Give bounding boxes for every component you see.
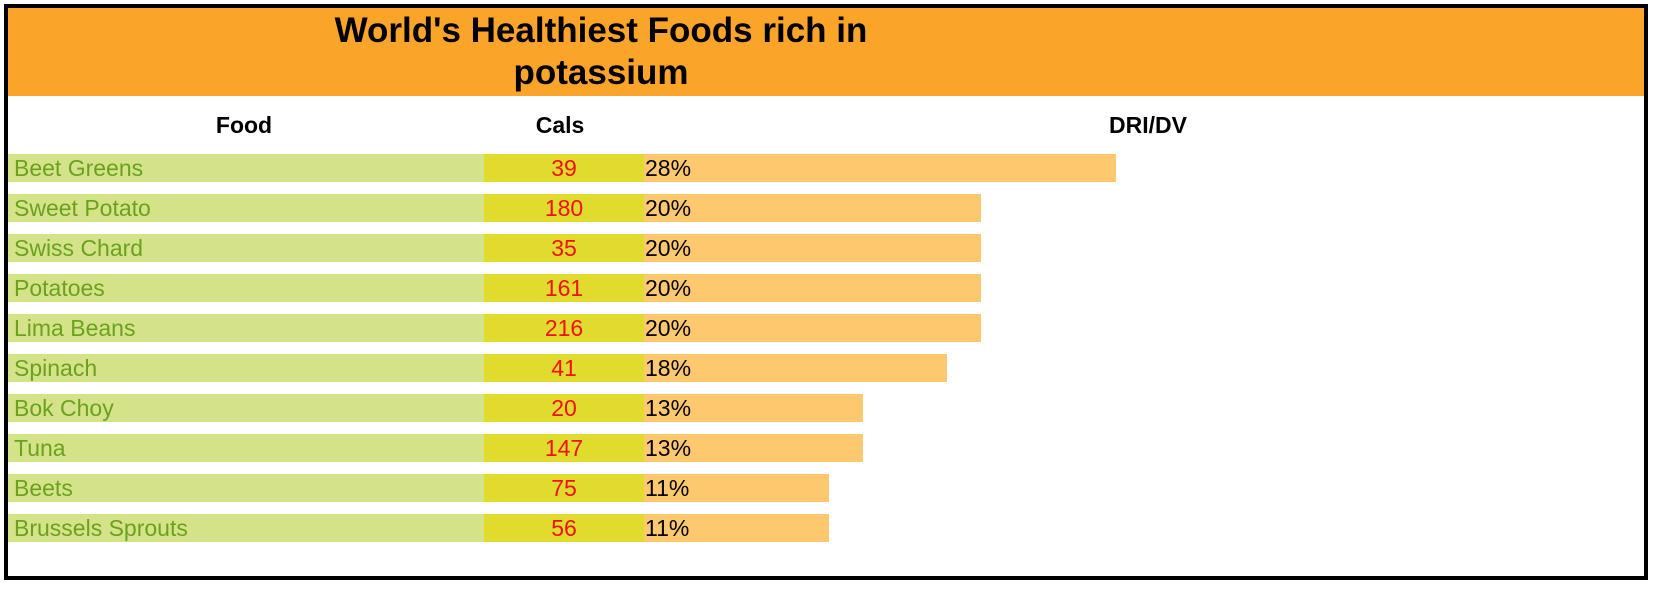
column-header-cals: Cals [535,112,585,138]
dri-bar [644,194,981,222]
calories-value: 147 [484,434,644,462]
food-name: Bok Choy [8,394,484,422]
calories-value: 75 [484,474,644,502]
chart-title-line-1: World's Healthiest Foods rich in [334,11,868,50]
food-name: Swiss Chard [8,234,484,262]
food-name: Beet Greens [8,154,484,182]
dri-bar [644,354,947,382]
calories-value: 20 [484,394,644,422]
chart-frame: World's Healthiest Foods rich in potassi… [4,4,1648,580]
calories-value: 41 [484,354,644,382]
dri-bar [644,274,981,302]
calories-value: 35 [484,234,644,262]
table-row: Sweet Potato 180 20% [8,194,1644,222]
dri-label: 20% [645,275,692,301]
dri-bar [644,394,863,422]
dri-bar [644,234,981,262]
table-row: Tuna 147 13% [8,434,1644,462]
calories-value: 161 [484,274,644,302]
dri-label: 18% [645,355,692,381]
dri-label: 20% [645,235,692,261]
column-header-food: Food [215,112,273,138]
dri-label: 11% [645,515,690,541]
dri-bar [644,314,981,342]
table-row: Brussels Sprouts 56 11% [8,514,1644,542]
calories-value: 56 [484,514,644,542]
dri-bar [644,434,863,462]
food-name: Sweet Potato [8,194,484,222]
table-row: Beet Greens 39 28% [8,154,1644,182]
food-name: Potatoes [8,274,484,302]
dri-label: 28% [645,155,692,181]
calories-value: 180 [484,194,644,222]
chart-title: World's Healthiest Foods rich in potassi… [291,10,911,94]
table-row: Beets 75 11% [8,474,1644,502]
dri-label: 20% [645,315,692,341]
dri-label: 20% [645,195,692,221]
chart-title-line-2: potassium [513,53,689,92]
food-name: Lima Beans [8,314,484,342]
food-name: Brussels Sprouts [8,514,484,542]
title-bar: World's Healthiest Foods rich in potassi… [8,8,1644,96]
dri-bar [644,154,1116,182]
column-header-dri: DRI/DV [1109,112,1187,138]
table-row: Lima Beans 216 20% [8,314,1644,342]
table-row: Bok Choy 20 13% [8,394,1644,422]
dri-bar [644,474,829,502]
dri-bar [644,514,829,542]
table-row: Swiss Chard 35 20% [8,234,1644,262]
food-name: Beets [8,474,484,502]
calories-value: 39 [484,154,644,182]
calories-value: 216 [484,314,644,342]
dri-label: 13% [645,435,692,461]
food-name: Tuna [8,434,484,462]
dri-label: 11% [645,475,690,501]
table-row: Potatoes 161 20% [8,274,1644,302]
dri-label: 13% [645,395,692,421]
table-row: Spinach 41 18% [8,354,1644,382]
food-name: Spinach [8,354,484,382]
